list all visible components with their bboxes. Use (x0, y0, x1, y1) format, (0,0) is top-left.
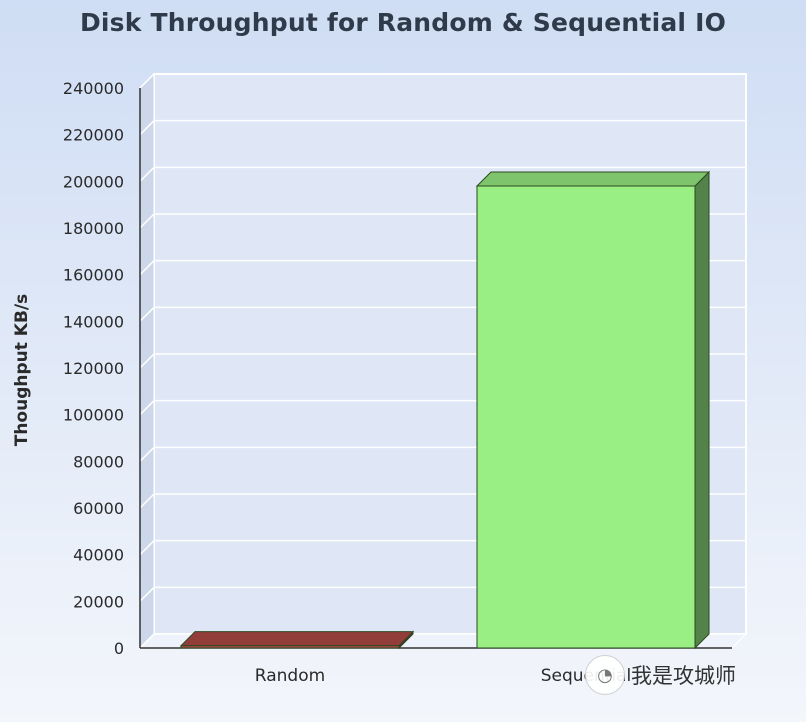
chart-title: Disk Throughput for Random & Sequential … (79, 8, 727, 37)
y-tick-label: 120000 (63, 359, 124, 378)
bar-top (475, 171, 711, 187)
y-tick-label: 0 (114, 639, 124, 658)
grid-line (139, 166, 746, 182)
watermark-text: 我是攻城师 (631, 664, 736, 688)
y-tick-label: 80000 (73, 452, 124, 471)
y-tick-label: 140000 (63, 312, 124, 331)
y-tick-label: 60000 (73, 499, 124, 518)
grid-line (139, 73, 746, 89)
x-category-label: Random (255, 666, 325, 686)
y-tick-label: 220000 (63, 126, 124, 145)
bar-front (476, 185, 696, 649)
bar-top (179, 631, 415, 647)
watermark: ◔ 我是攻城师 (585, 655, 736, 695)
y-tick-label: 200000 (63, 172, 124, 191)
wechat-icon: ◔ (585, 655, 625, 695)
y-tick-label: 240000 (63, 79, 124, 98)
y-tick-label: 40000 (73, 546, 124, 565)
y-tick-label: 180000 (63, 219, 124, 238)
y-tick-label: 100000 (63, 406, 124, 425)
bar-side (694, 170, 710, 650)
grid-line (139, 119, 746, 136)
bar (179, 630, 415, 650)
bar (475, 170, 711, 650)
y-tick-label: 160000 (63, 266, 124, 285)
y-tick-label: 20000 (73, 592, 124, 611)
